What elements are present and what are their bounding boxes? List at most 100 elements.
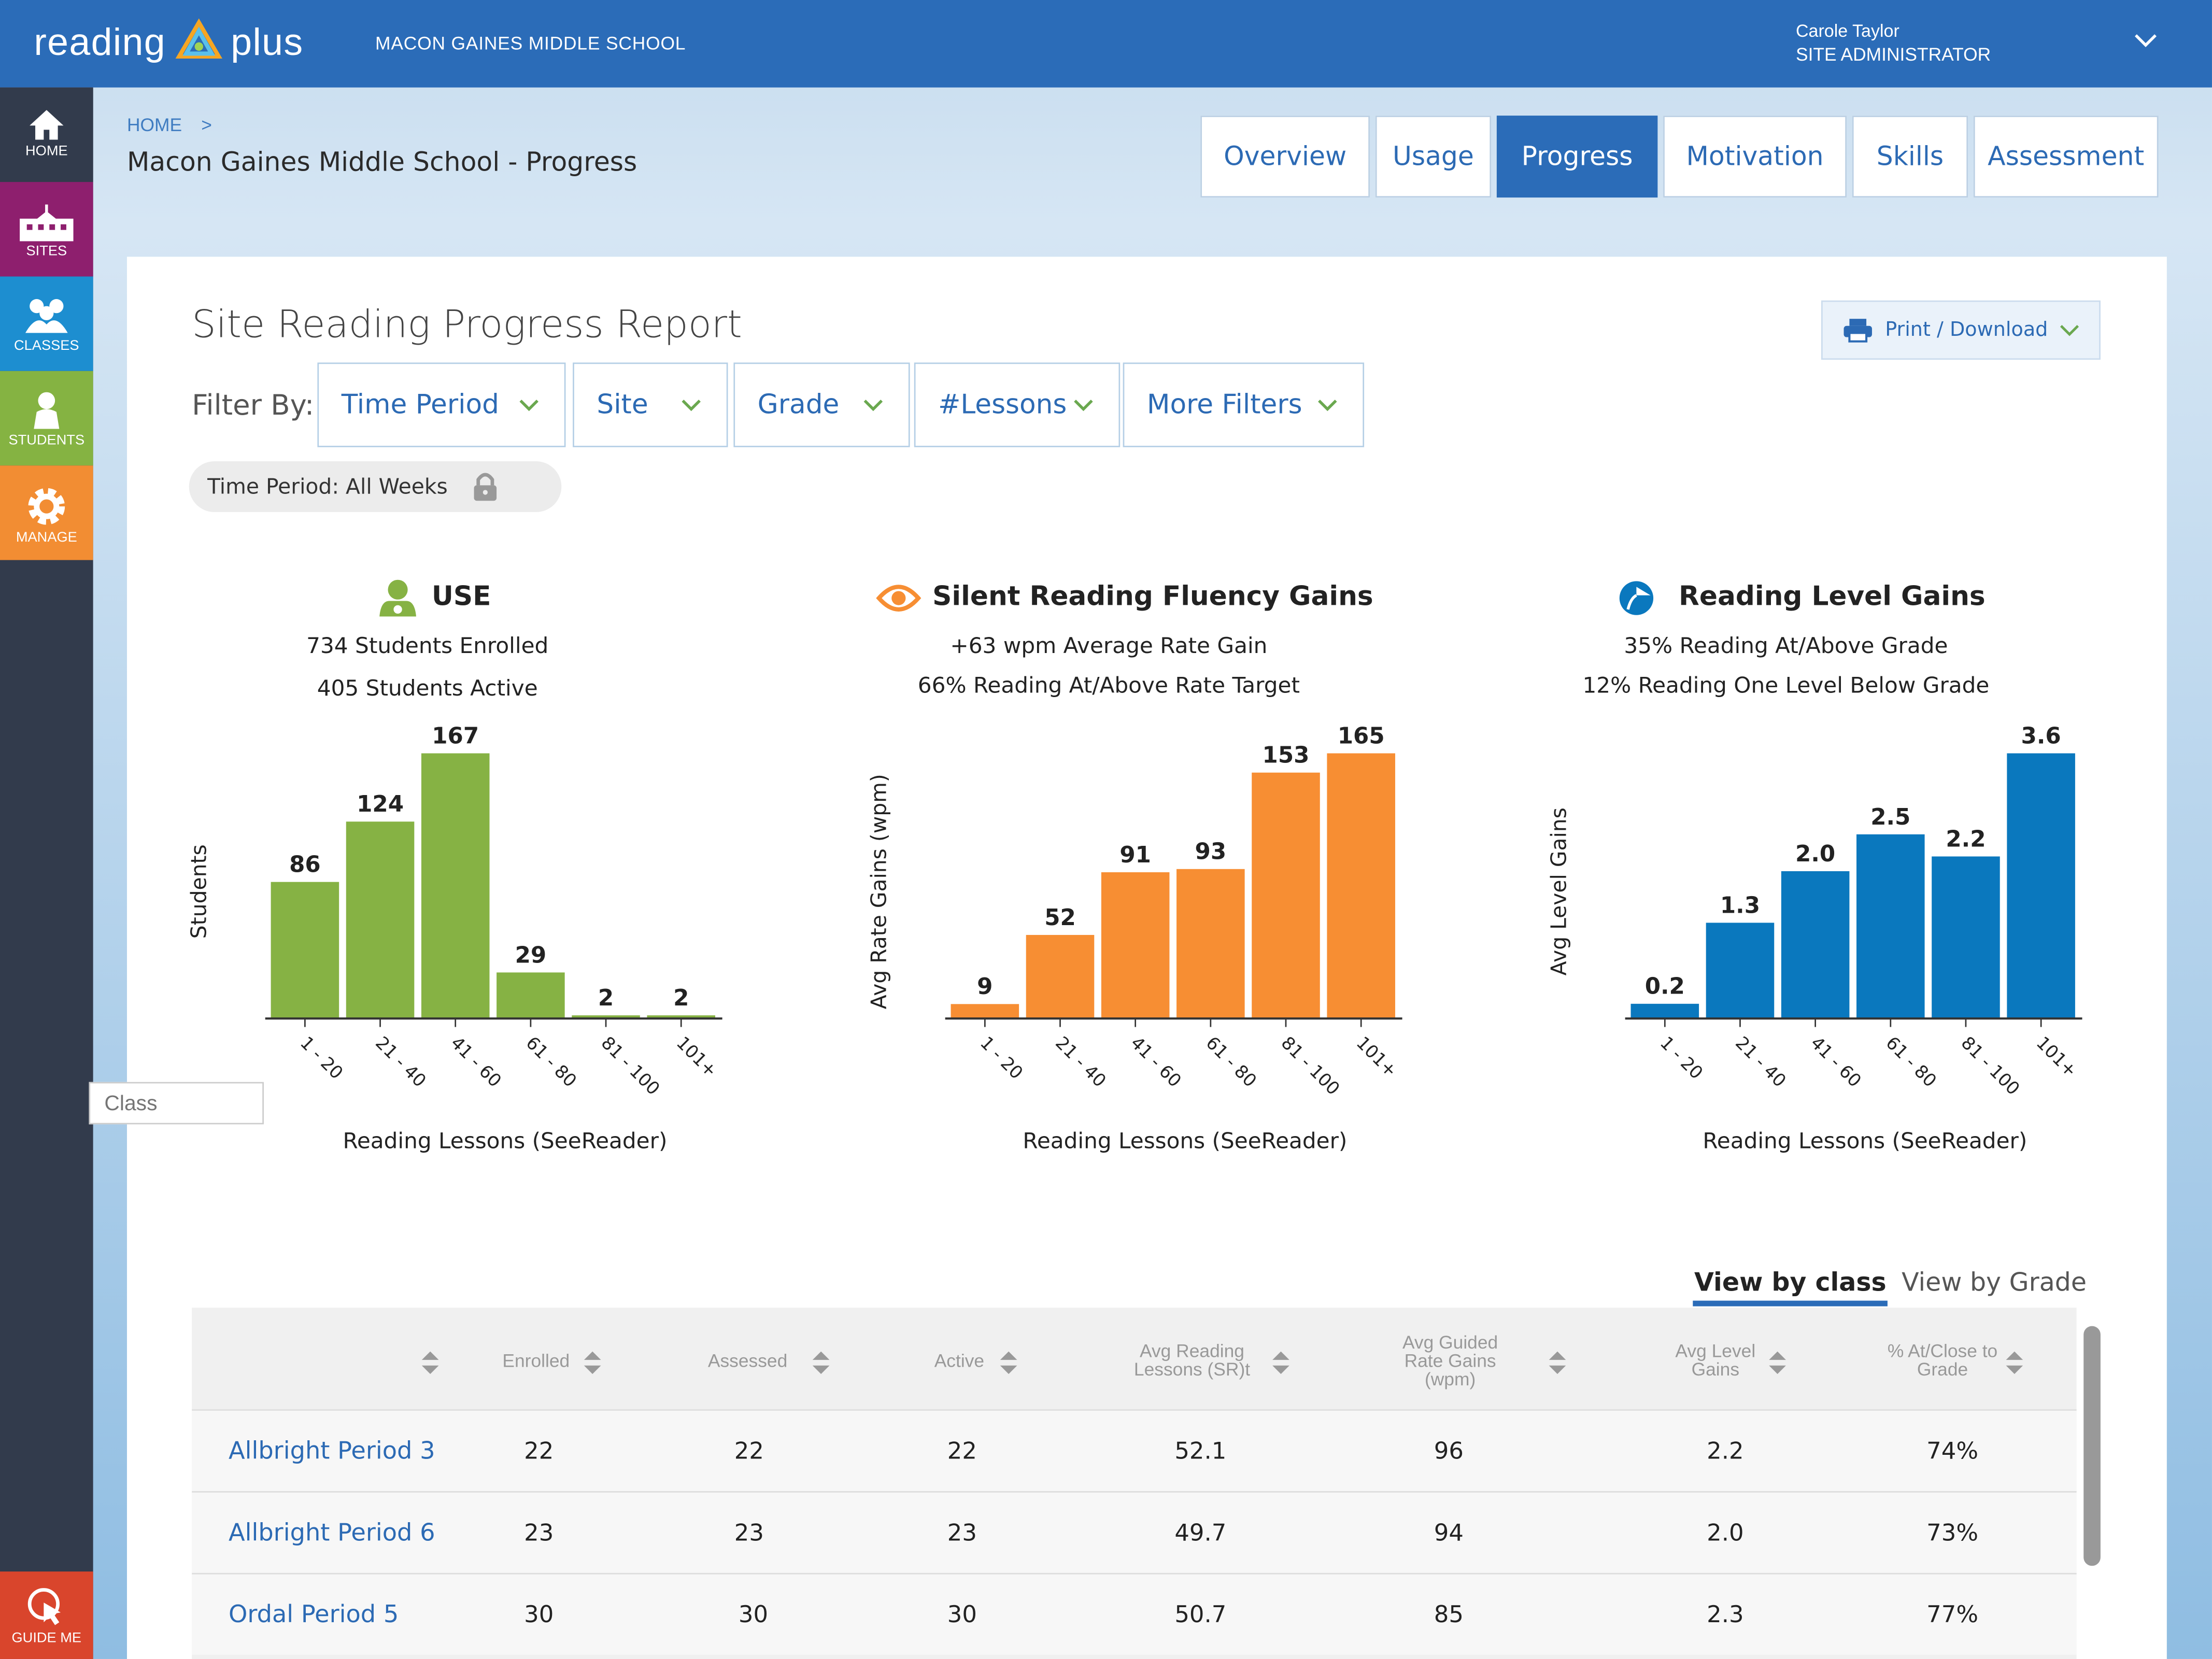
chart-heading-fluency: Silent Reading Fluency Gains — [932, 581, 1373, 613]
sidebar-label-students: STUDENTS — [8, 433, 85, 449]
logo-text-plus: plus — [231, 20, 304, 63]
user-menu[interactable]: Carole Taylor SITE ADMINISTRATOR — [1796, 21, 1991, 65]
bar[interactable] — [1630, 1003, 1699, 1019]
level-bar-chart: Avg Level Gains 0.2 1 - 20 1.3 21 - 40 2.0 41 … — [1546, 723, 2082, 1154]
x-tick-label: 1 - 20 — [976, 1032, 1027, 1083]
bar[interactable] — [1781, 871, 1850, 1019]
chevron-down-icon[interactable] — [2133, 31, 2159, 51]
view-by-class-tab[interactable]: View by class — [1693, 1268, 1888, 1307]
guide-me-label: GUIDE ME — [11, 1630, 82, 1647]
tab-progress[interactable]: Progress — [1496, 116, 1658, 198]
x-tick-label: 21 - 40 — [1731, 1032, 1790, 1091]
bar[interactable] — [1176, 869, 1245, 1019]
print-download-button[interactable]: Print / Download — [1821, 300, 2101, 360]
col-header-active[interactable]: Active — [934, 1350, 985, 1371]
sort-icon[interactable] — [420, 1350, 440, 1376]
col-header-avg-rate-gains[interactable]: Avg Guided Rate Gains (wpm) — [1402, 1331, 1498, 1390]
class-link[interactable]: Allbright Period 6 — [228, 1519, 435, 1548]
sidebar-label-home: HOME — [25, 144, 68, 160]
sort-icon[interactable] — [2005, 1350, 2024, 1376]
sort-icon[interactable] — [1768, 1350, 1788, 1376]
bar[interactable] — [572, 1015, 640, 1019]
bar-value-label: 2.0 — [1795, 841, 1835, 867]
sidebar-label-classes: CLASSES — [14, 338, 79, 355]
sidebar-item-classes[interactable]: CLASSES — [0, 276, 93, 371]
col-header-avg-level-gains[interactable]: Avg Level Gains — [1675, 1340, 1756, 1380]
class-link[interactable]: Ordal Period 5 — [228, 1601, 399, 1629]
guide-me-button[interactable]: GUIDE ME — [0, 1571, 93, 1659]
filter-time-period[interactable]: Time Period — [317, 362, 566, 447]
sort-icon[interactable] — [1548, 1350, 1567, 1376]
active-filter-label: Time Period: All Weeks — [207, 474, 448, 500]
table-scrollbar[interactable] — [2083, 1326, 2101, 1566]
bar[interactable] — [421, 753, 490, 1019]
sidebar-item-students[interactable]: STUDENTS — [0, 371, 93, 466]
table-row: Allbright Period 3 22 22 22 52.1 96 2.2 … — [192, 1409, 2077, 1492]
reading-plus-logo[interactable]: reading plus — [34, 14, 303, 70]
class-link[interactable]: Allbright Period 3 — [228, 1437, 435, 1466]
bar[interactable] — [1932, 856, 2000, 1019]
bar-value-label: 29 — [515, 942, 547, 968]
col-header-pct-grade[interactable]: % At/Close to Grade — [1887, 1340, 1998, 1380]
logo-text-reading: reading — [34, 20, 166, 63]
col-header-avg-lessons[interactable]: Avg Reading Lessons (SR)t — [1133, 1340, 1251, 1380]
cell-avg-rate: 85 — [1434, 1601, 1464, 1628]
bar-value-label: 124 — [357, 791, 404, 817]
x-tick-label: 81 - 100 — [597, 1032, 664, 1099]
tab-assessment[interactable]: Assessment — [1973, 116, 2159, 198]
reader-head-icon — [1619, 581, 1654, 615]
col-header-assessed[interactable]: Assessed — [707, 1350, 788, 1371]
sort-icon[interactable] — [1271, 1350, 1291, 1376]
sort-icon[interactable] — [583, 1350, 602, 1376]
filter-grade[interactable]: Grade — [733, 362, 910, 447]
view-by-grade-tab[interactable]: View by Grade — [1902, 1268, 2087, 1298]
x-tick-label: 101+ — [672, 1032, 721, 1081]
bar[interactable] — [2007, 753, 2075, 1019]
breadcrumb-home-link[interactable]: HOME — [126, 114, 182, 136]
x-axis-label: Reading Lessons (SeeReader) — [1703, 1128, 2027, 1154]
bar-value-label: 52 — [1044, 905, 1076, 931]
sort-icon[interactable] — [999, 1350, 1018, 1376]
bar[interactable] — [1026, 934, 1095, 1019]
bar-value-label: 9 — [977, 974, 992, 1000]
tab-skills[interactable]: Skills — [1852, 116, 1968, 198]
filter-more[interactable]: More Filters — [1123, 362, 1365, 447]
table-row: Ordal Period 5 30 30 30 50.7 85 2.3 77% — [192, 1572, 2077, 1655]
person-icon — [34, 392, 60, 429]
cell-active: 30 — [947, 1601, 977, 1628]
bar[interactable] — [1706, 923, 1775, 1019]
cell-avg-level: 2.2 — [1707, 1437, 1744, 1465]
x-tick-label: 41 - 60 — [1806, 1032, 1865, 1091]
chevron-down-icon — [1074, 400, 1093, 412]
bar[interactable] — [271, 882, 339, 1019]
sidebar-label-manage: MANAGE — [16, 530, 77, 546]
bar[interactable] — [1101, 872, 1170, 1019]
bar[interactable] — [497, 972, 565, 1019]
bar[interactable] — [647, 1015, 716, 1019]
bar[interactable] — [1252, 772, 1320, 1019]
sidebar-item-home[interactable]: HOME — [0, 87, 93, 182]
user-name: Carole Taylor — [1795, 21, 1899, 41]
tab-overview[interactable]: Overview — [1200, 116, 1370, 198]
sidebar-item-manage[interactable]: MANAGE — [0, 465, 93, 560]
bar-value-label: 2.5 — [1870, 804, 1910, 830]
filter-lessons[interactable]: #Lessons — [914, 362, 1121, 447]
tab-motivation[interactable]: Motivation — [1663, 116, 1847, 198]
bar[interactable] — [1856, 834, 1925, 1019]
cell-pct-grade: 73% — [1926, 1519, 1979, 1547]
bar[interactable] — [1327, 753, 1395, 1019]
cell-assessed: 30 — [738, 1601, 769, 1628]
filter-site[interactable]: Site — [573, 362, 728, 447]
col-header-enrolled[interactable]: Enrolled — [502, 1350, 570, 1371]
use-summary-active: 405 Students Active — [317, 675, 538, 701]
group-icon — [25, 299, 68, 333]
class-filter-input[interactable] — [89, 1082, 264, 1125]
bar[interactable] — [346, 821, 415, 1019]
chevron-down-icon — [2060, 325, 2079, 336]
sort-icon[interactable] — [811, 1350, 831, 1376]
x-tick-label: 101+ — [2032, 1032, 2081, 1081]
sidebar-item-sites[interactable]: SITES — [0, 182, 93, 277]
bar[interactable] — [951, 1004, 1019, 1019]
tab-usage[interactable]: Usage — [1375, 116, 1492, 198]
cell-avg-rate: 94 — [1434, 1519, 1464, 1547]
